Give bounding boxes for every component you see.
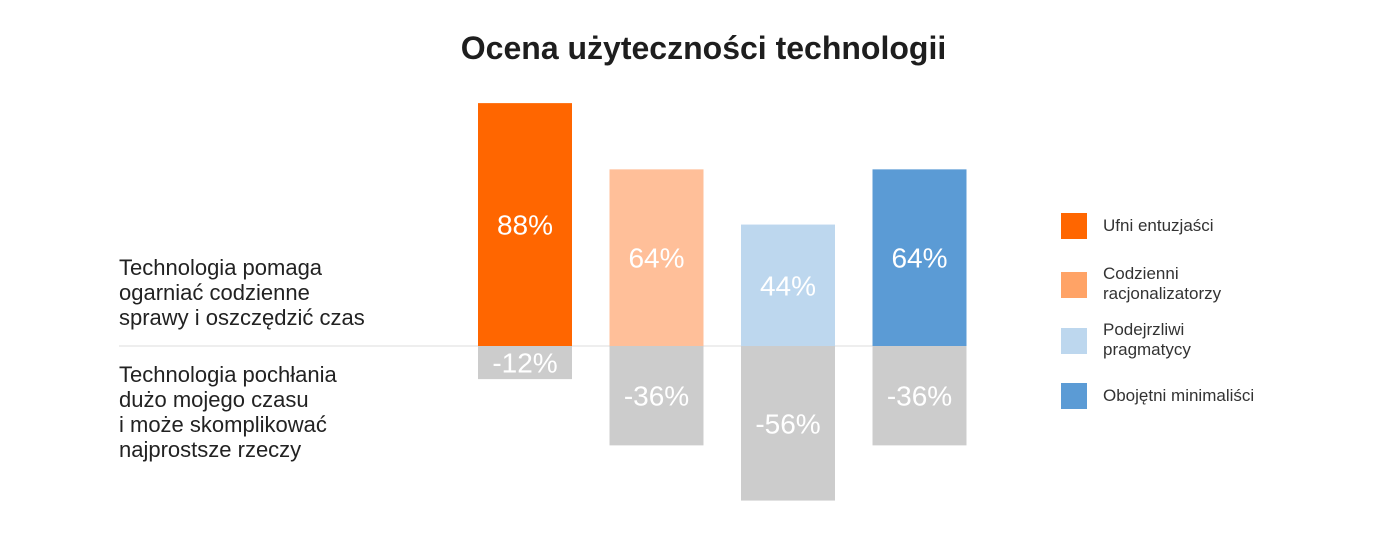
data-label-negative-1: -36% [624,381,689,412]
row-label-positive: Technologia pomaga ogarniać codzienne sp… [119,255,365,330]
legend-swatch-3 [1061,383,1087,409]
legend-label-3: Obojętni minimaliści [1103,386,1255,405]
data-label-positive-2: 44% [760,270,816,301]
legend-swatch-1 [1061,272,1087,298]
bar-positive-1 [609,169,704,346]
legend-swatch-0 [1061,213,1087,239]
bar-positive-0 [478,103,572,347]
bar-negative-1 [609,346,704,446]
chart-title: Ocena użyteczności technologii [460,30,947,66]
legend-label-2: Podejrzliwi pragmatycy [1103,320,1191,359]
bar-negative-3 [872,346,967,446]
legend-swatch-2 [1061,328,1087,354]
bar-negative-2 [741,346,835,501]
data-label-negative-3: -36% [887,381,952,412]
bar-positive-2 [741,224,835,346]
bar-chart: 88% -12% 64% -36% 44% -56% 64% -36% [119,103,967,501]
data-label-negative-0: -12% [492,348,557,379]
data-label-positive-3: 64% [891,243,947,274]
data-label-negative-2: -56% [755,408,820,439]
legend-label-0: Ufni entuzjaści [1103,216,1214,235]
data-label-positive-1: 64% [628,243,684,274]
bar-positive-3 [872,169,967,346]
data-label-positive-0: 88% [497,210,553,241]
legend-label-1: Codzienni racjonalizatorzy [1103,264,1222,303]
bar-negative-0 [478,346,572,380]
row-label-negative: Technologia pochłania dużo mojego czasu … [119,362,337,462]
